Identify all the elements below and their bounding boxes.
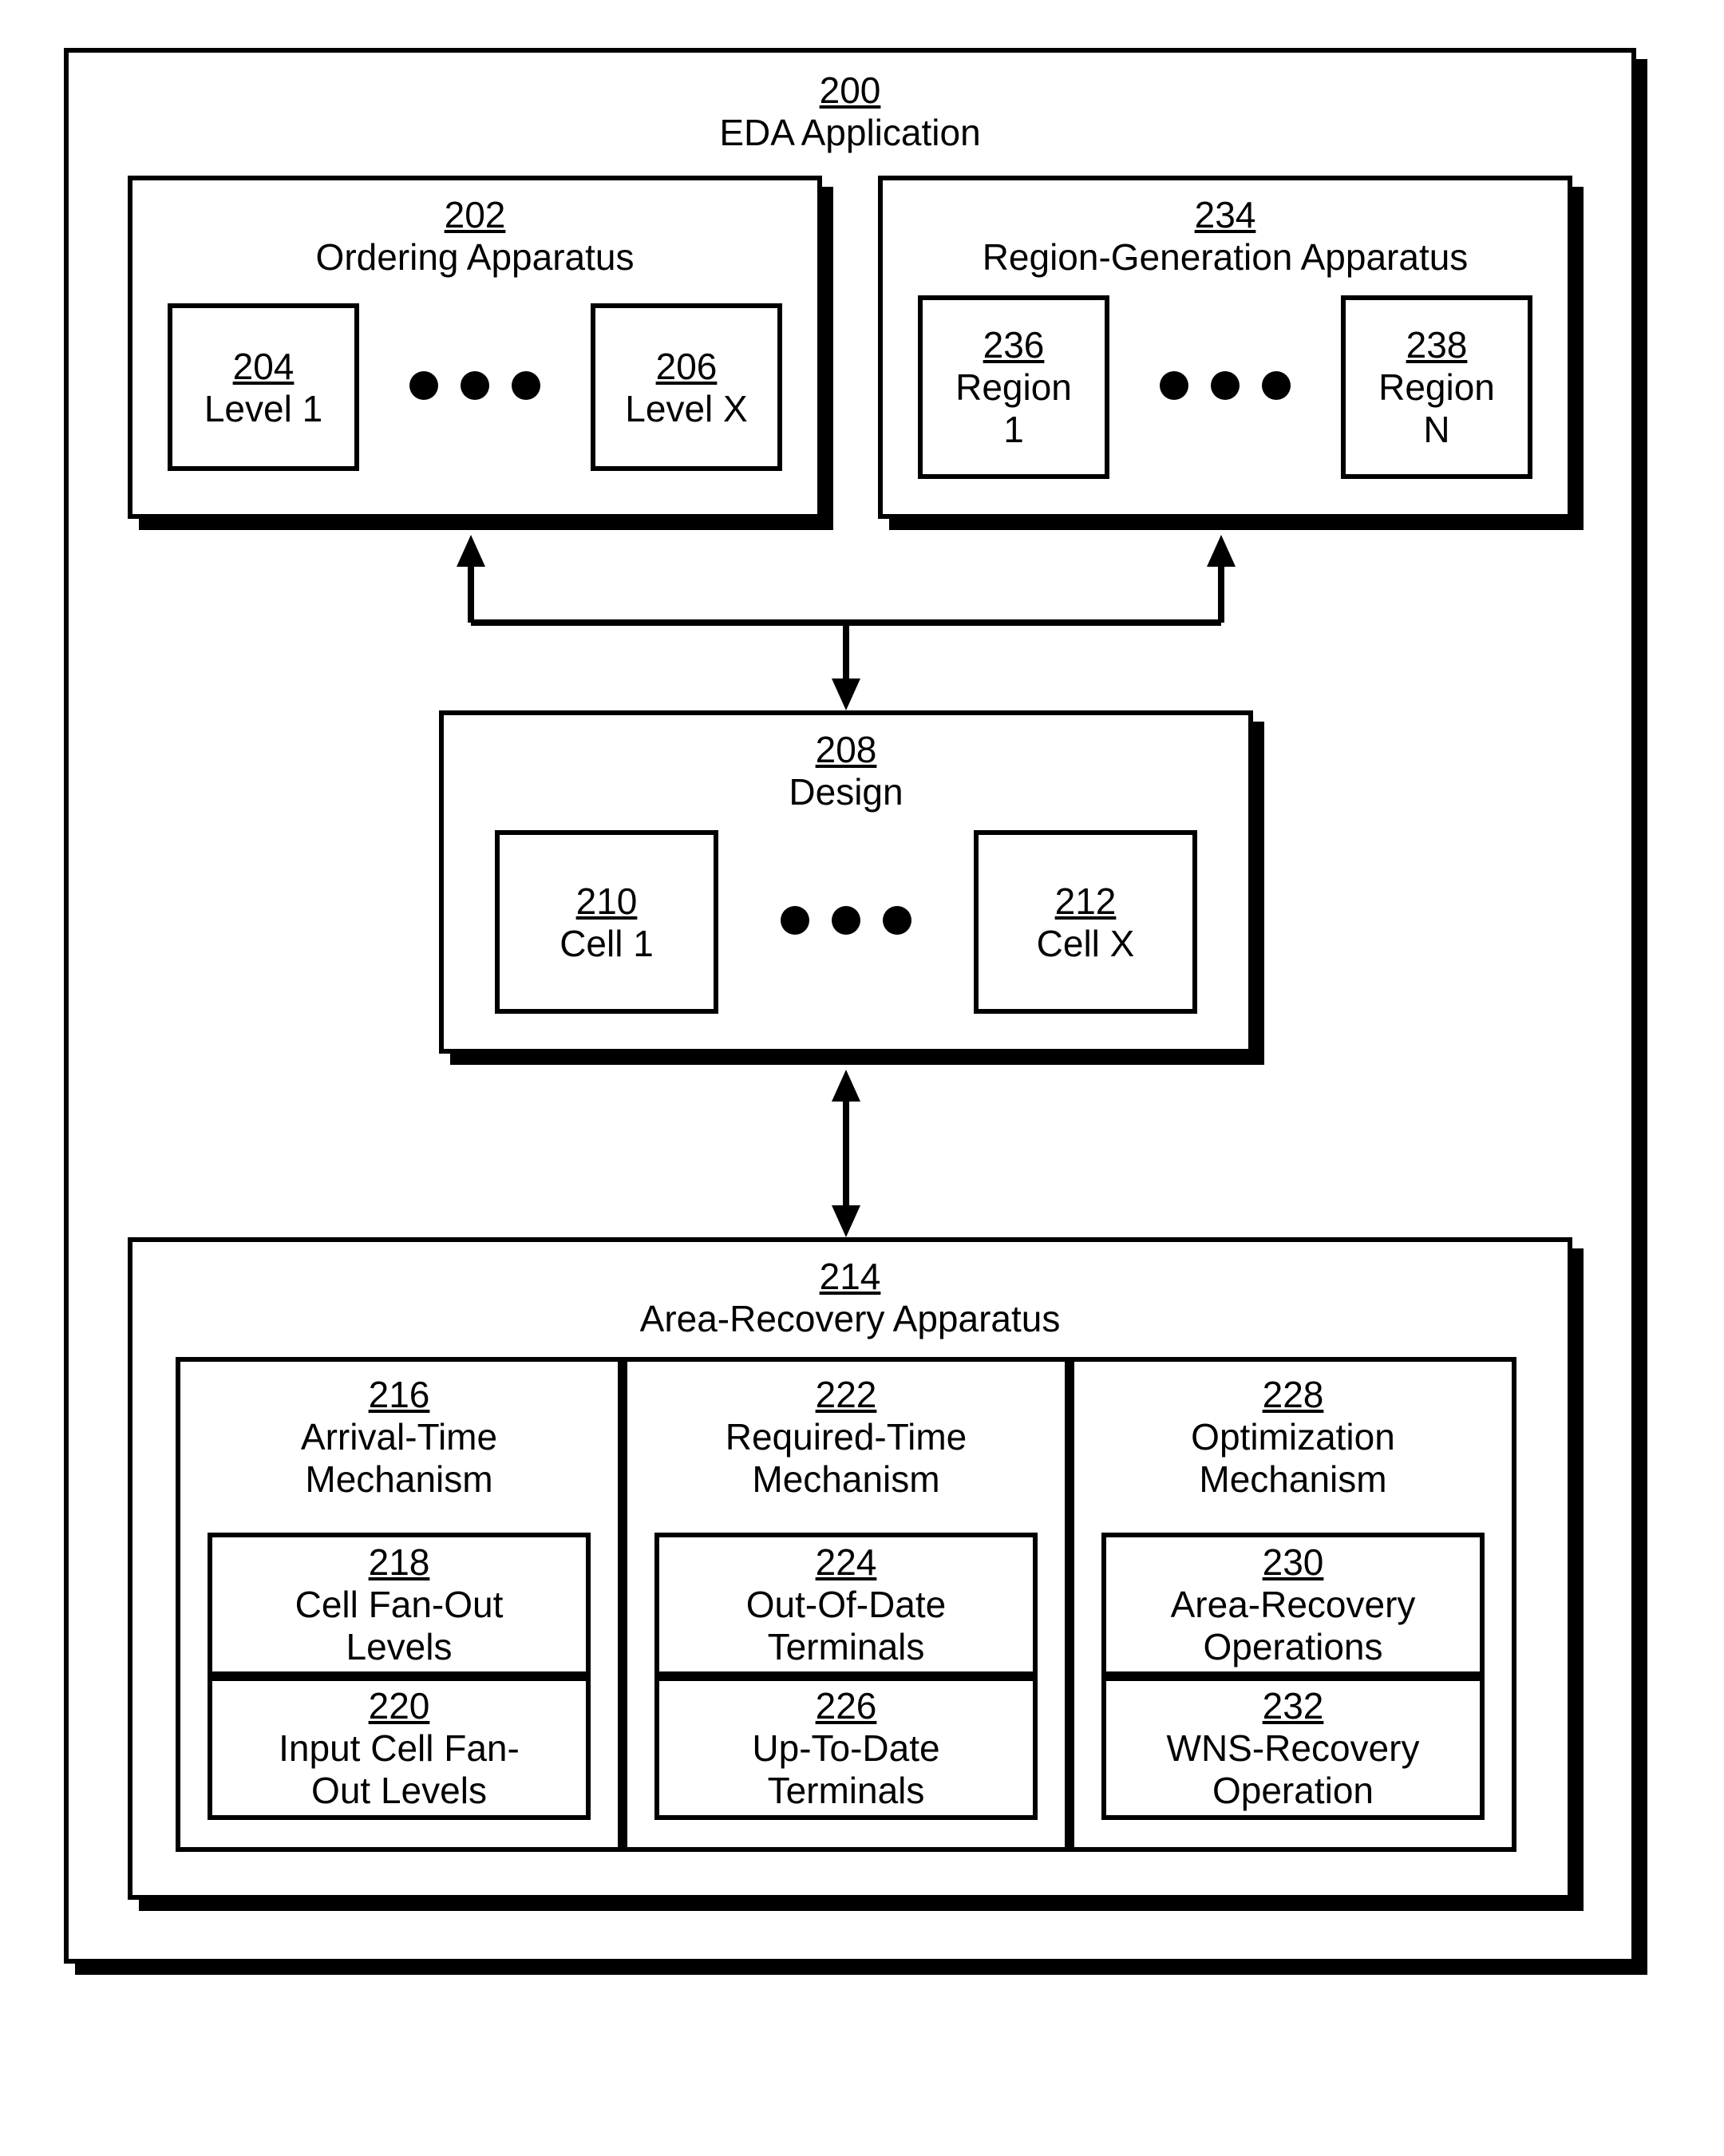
node-num: 228 xyxy=(1074,1373,1512,1416)
node-label: Cell Fan-Out Levels xyxy=(212,1584,586,1668)
node-label: Up-To-Date Terminals xyxy=(659,1727,1033,1812)
node-label: Input Cell Fan- Out Levels xyxy=(212,1727,586,1812)
node-wns-recovery-operation: 232 WNS-Recovery Operation xyxy=(1101,1676,1485,1820)
node-label: Area-Recovery Operations xyxy=(1106,1584,1480,1668)
edge-design-to-arearec xyxy=(48,48,1676,1325)
node-num: 224 xyxy=(659,1541,1033,1584)
node-cell-fanout-levels: 218 Cell Fan-Out Levels xyxy=(208,1533,591,1676)
node-num: 232 xyxy=(1106,1684,1480,1727)
node-num: 230 xyxy=(1106,1541,1480,1584)
node-num: 226 xyxy=(659,1684,1033,1727)
node-label: Arrival-Time Mechanism xyxy=(180,1416,618,1501)
node-num: 220 xyxy=(212,1684,586,1727)
node-up-to-date-terminals: 226 Up-To-Date Terminals xyxy=(654,1676,1038,1820)
node-label: Required-Time Mechanism xyxy=(627,1416,1065,1501)
node-out-of-date-terminals: 224 Out-Of-Date Terminals xyxy=(654,1533,1038,1676)
node-label: Out-Of-Date Terminals xyxy=(659,1584,1033,1668)
node-num: 216 xyxy=(180,1373,618,1416)
node-num: 218 xyxy=(212,1541,586,1584)
node-label: WNS-Recovery Operation xyxy=(1106,1727,1480,1812)
node-input-cell-fanout-levels: 220 Input Cell Fan- Out Levels xyxy=(208,1676,591,1820)
node-num: 222 xyxy=(627,1373,1065,1416)
node-label: Optimization Mechanism xyxy=(1074,1416,1512,1501)
node-area-recovery-operations: 230 Area-Recovery Operations xyxy=(1101,1533,1485,1676)
